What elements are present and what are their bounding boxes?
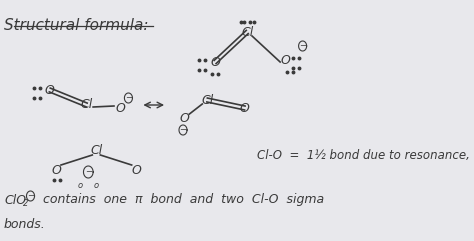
Text: o: o [78,181,83,190]
Text: Cl: Cl [81,99,93,112]
Text: −: − [125,94,132,102]
Text: −: − [85,167,92,176]
Text: −: − [180,126,186,134]
Text: −: − [299,41,306,51]
Text: O: O [131,163,141,176]
Text: Cl: Cl [241,26,254,39]
Text: Cl: Cl [201,94,213,107]
Text: O: O [280,54,290,67]
Text: O: O [116,101,125,114]
Text: contains  one  π  bond  and  two  Cl-O  sigma: contains one π bond and two Cl-O sigma [38,194,324,207]
Text: ClO: ClO [4,194,26,207]
Text: O: O [240,101,250,114]
Text: Structural formula:: Structural formula: [4,18,148,33]
Text: O: O [180,112,190,125]
Text: Cl-O  =  1½ bond due to resonance,: Cl-O = 1½ bond due to resonance, [257,148,470,161]
Text: o: o [94,181,99,190]
Text: 2: 2 [22,200,28,208]
Text: O: O [210,55,220,68]
Text: Cl: Cl [90,143,102,156]
Text: O: O [51,163,61,176]
Text: −: − [27,192,34,201]
Text: O: O [45,83,55,96]
Text: bonds.: bonds. [4,219,46,232]
